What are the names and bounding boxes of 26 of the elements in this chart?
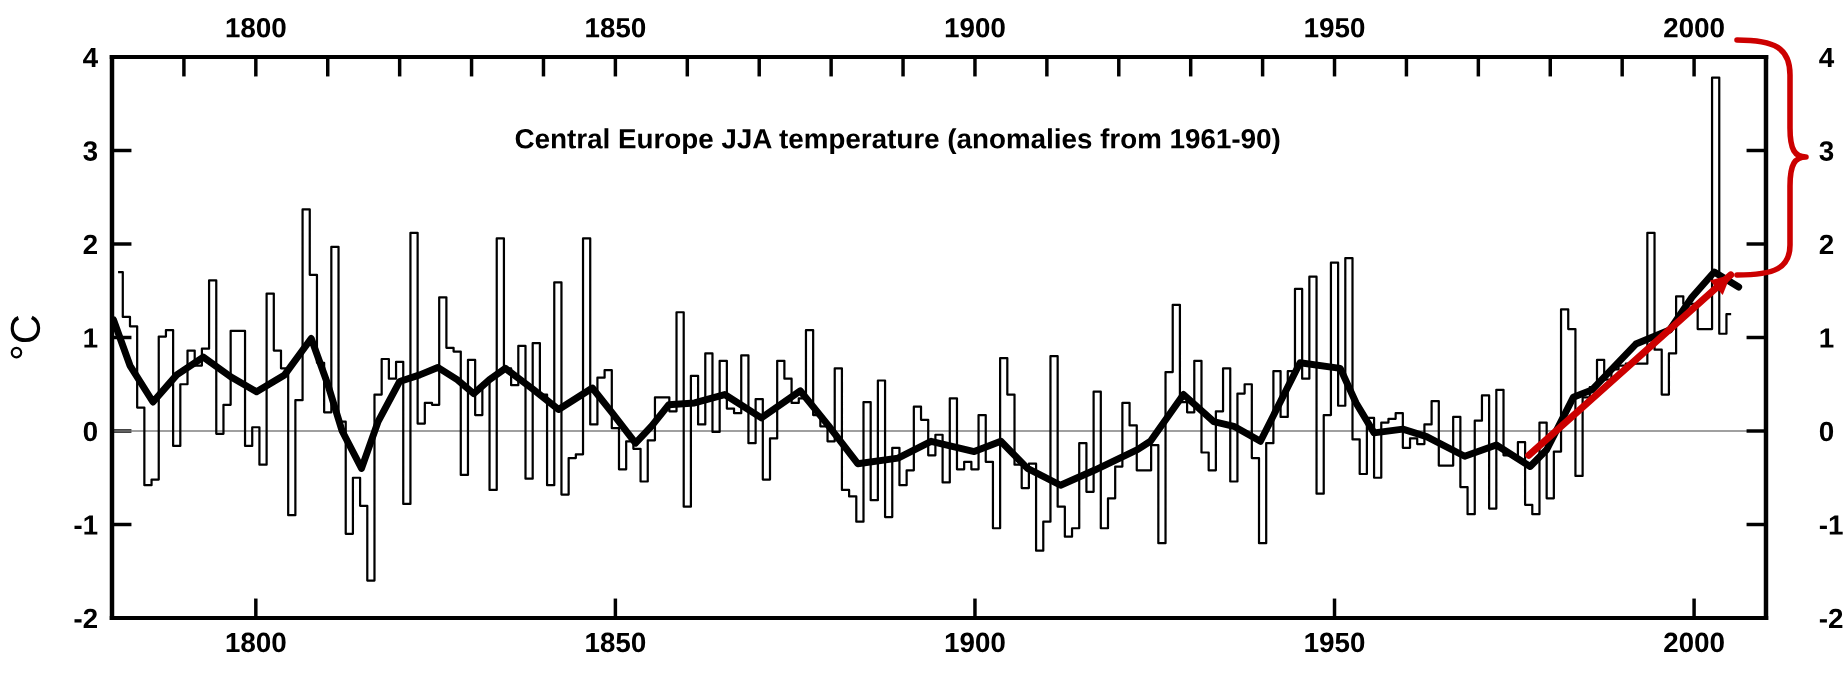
x2-tick-label: 1800 bbox=[226, 17, 286, 38]
y-tick-label: 1 bbox=[84, 328, 98, 348]
y-tick-label: 4 bbox=[83, 47, 98, 68]
y-tick-label: 2 bbox=[83, 234, 97, 255]
y2-tick-label: -1 bbox=[1819, 515, 1843, 535]
y-tick-label: 3 bbox=[83, 141, 98, 161]
y2-tick-label: 3 bbox=[1819, 141, 1834, 161]
y-tick-label: 0 bbox=[83, 421, 97, 442]
y2-tick-label: 4 bbox=[1819, 47, 1835, 68]
x-tick-label: 1850 bbox=[586, 632, 646, 653]
y2-tick-label: 1 bbox=[1820, 328, 1834, 348]
x2-tick-label: 1850 bbox=[586, 17, 646, 38]
x2-tick-label: 1900 bbox=[945, 17, 1005, 38]
y-tick-label: -1 bbox=[74, 515, 98, 535]
y-axis-title: °C bbox=[10, 315, 41, 359]
x-tick-label: 1800 bbox=[226, 632, 286, 653]
x2-tick-label: 2000 bbox=[1664, 17, 1724, 38]
x-tick-label: 2000 bbox=[1664, 632, 1724, 653]
y2-tick-label: -2 bbox=[1819, 608, 1843, 629]
y2-tick-label: 0 bbox=[1819, 421, 1834, 442]
x2-tick-label: 1950 bbox=[1305, 17, 1365, 38]
x-tick-label: 1950 bbox=[1305, 632, 1365, 653]
y2-tick-label: 2 bbox=[1819, 234, 1834, 255]
x-tick-label: 1900 bbox=[945, 632, 1005, 653]
y-tick-label: -2 bbox=[74, 608, 97, 629]
text: Central Europe JJA temperature (anomalies from 1961-90) bbox=[515, 128, 1280, 155]
